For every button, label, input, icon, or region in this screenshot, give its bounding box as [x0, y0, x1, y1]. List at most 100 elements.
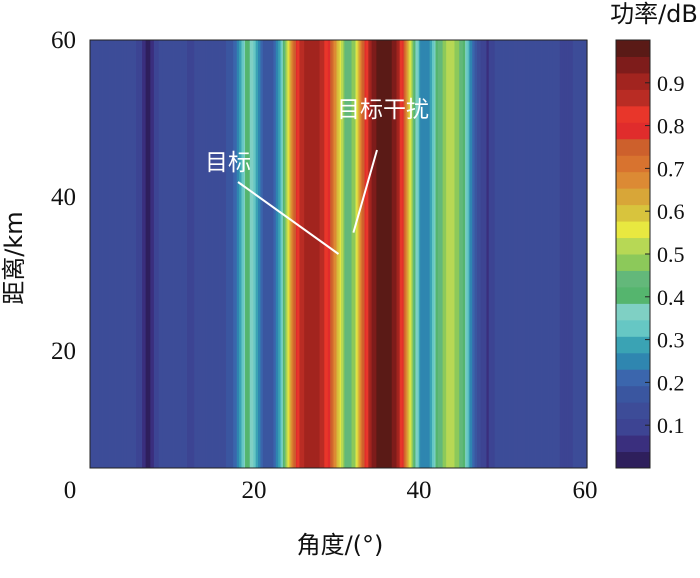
heatmap-cell	[143, 40, 146, 468]
heatmap-cell	[533, 40, 536, 468]
heatmap-cell	[139, 40, 142, 468]
heatmap-cell	[291, 40, 293, 468]
heatmap-cell	[366, 40, 369, 468]
heatmap-cell	[352, 40, 355, 468]
heatmap-cell	[289, 40, 292, 468]
colorbar-cell	[616, 352, 650, 370]
heatmap-cell	[183, 40, 186, 468]
heatmap-cell	[536, 40, 538, 468]
heatmap-cell	[516, 40, 518, 468]
heatmap-cell	[482, 40, 485, 468]
heatmap-cell	[222, 40, 225, 468]
heatmap-cell	[572, 40, 575, 468]
heatmap-cell	[213, 40, 215, 468]
heatmap-cell	[350, 40, 353, 468]
heatmap-cell	[100, 40, 103, 468]
heatmap-cell	[547, 40, 550, 468]
heatmap-cell	[364, 40, 367, 468]
heatmap-cell	[529, 40, 531, 468]
heatmap-cell	[524, 40, 527, 468]
heatmap-cell	[121, 40, 124, 468]
heatmap-cell	[301, 40, 304, 468]
heatmap-cell	[197, 40, 200, 468]
heatmap-cell	[250, 40, 253, 468]
heatmap-cell	[262, 40, 265, 468]
heatmap-cell	[142, 40, 144, 468]
heatmap-cell	[553, 40, 556, 468]
heatmap-cell	[344, 40, 347, 468]
colorbar-cell	[616, 188, 650, 206]
heatmap-cell	[404, 40, 407, 468]
heatmap-cell	[91, 40, 93, 468]
heatmap-cell	[307, 40, 310, 468]
heatmap-cell	[171, 40, 174, 468]
heatmap-cell	[314, 40, 317, 468]
x-axis-title: 角度/(°)	[297, 531, 384, 559]
heatmap-cell	[189, 40, 192, 468]
colorbar-title: 功率/dB	[610, 0, 698, 28]
heatmap-cell	[381, 40, 383, 468]
heatmap-cell	[431, 40, 434, 468]
heatmap-cell	[478, 40, 480, 468]
heatmap-cell	[331, 40, 334, 468]
heatmap-cell	[201, 40, 204, 468]
heatmap-cell	[384, 40, 387, 468]
heatmap-cell	[467, 40, 470, 468]
heatmap-cell	[511, 40, 514, 468]
heatmap-cell	[94, 40, 97, 468]
heatmap-cell	[460, 40, 463, 468]
heatmap-cell	[370, 40, 373, 468]
annotation-pointer-line	[237, 181, 340, 255]
heatmap-cell	[334, 40, 337, 468]
heatmap-cell	[452, 40, 454, 468]
heatmap-cell	[351, 40, 354, 468]
heatmap-cell	[229, 40, 232, 468]
heatmap-cell	[546, 40, 549, 468]
colorbar-cell	[616, 40, 650, 57]
heatmap-cell	[401, 40, 403, 468]
heatmap-cell	[355, 40, 357, 468]
heatmap-cell	[426, 40, 428, 468]
heatmap-cell	[357, 40, 360, 468]
heatmap-cell	[149, 40, 151, 468]
heatmap-cell	[333, 40, 336, 468]
heatmap-cell	[413, 40, 415, 468]
colorbar-tick-label: 0.7	[657, 156, 685, 181]
heatmap-cell	[158, 40, 161, 468]
heatmap-cell	[434, 40, 437, 468]
heatmap-cell	[258, 40, 260, 468]
heatmap-cell	[463, 40, 466, 468]
heatmap-cell	[317, 40, 319, 468]
heatmap-cell	[410, 40, 413, 468]
heatmap-cell	[127, 40, 130, 468]
heatmap-cell	[456, 40, 459, 468]
heatmap-cell	[403, 40, 406, 468]
x-tick-label: 60	[573, 477, 598, 504]
heatmap-cell	[125, 40, 128, 468]
heatmap-cell	[402, 40, 405, 468]
heatmap-cell	[209, 40, 212, 468]
heatmap-cell	[272, 40, 275, 468]
heatmap-cell	[514, 40, 517, 468]
colorbar-cell	[616, 418, 650, 436]
annotation-pointer-line	[352, 149, 378, 233]
heatmap-cell	[461, 40, 464, 468]
heatmap-cell	[211, 40, 214, 468]
heatmap-cell	[427, 40, 430, 468]
colorbar-cell	[616, 369, 650, 387]
colorbar-cell	[616, 138, 650, 156]
colorbar-tick-label: 0.4	[657, 285, 685, 310]
colorbar-cell	[616, 89, 650, 107]
heatmap-cell	[383, 40, 386, 468]
heatmap-cell	[534, 40, 537, 468]
heatmap-cell	[233, 40, 235, 468]
heatmap-cell	[190, 40, 193, 468]
heatmap-cell	[287, 40, 290, 468]
heatmap-cell	[166, 40, 169, 468]
heatmap-cell	[493, 40, 496, 468]
heatmap-cell	[468, 40, 471, 468]
heatmap-cell	[405, 40, 408, 468]
heatmap-cell	[202, 40, 205, 468]
heatmap-cell	[577, 40, 580, 468]
heatmap-cell	[187, 40, 189, 468]
